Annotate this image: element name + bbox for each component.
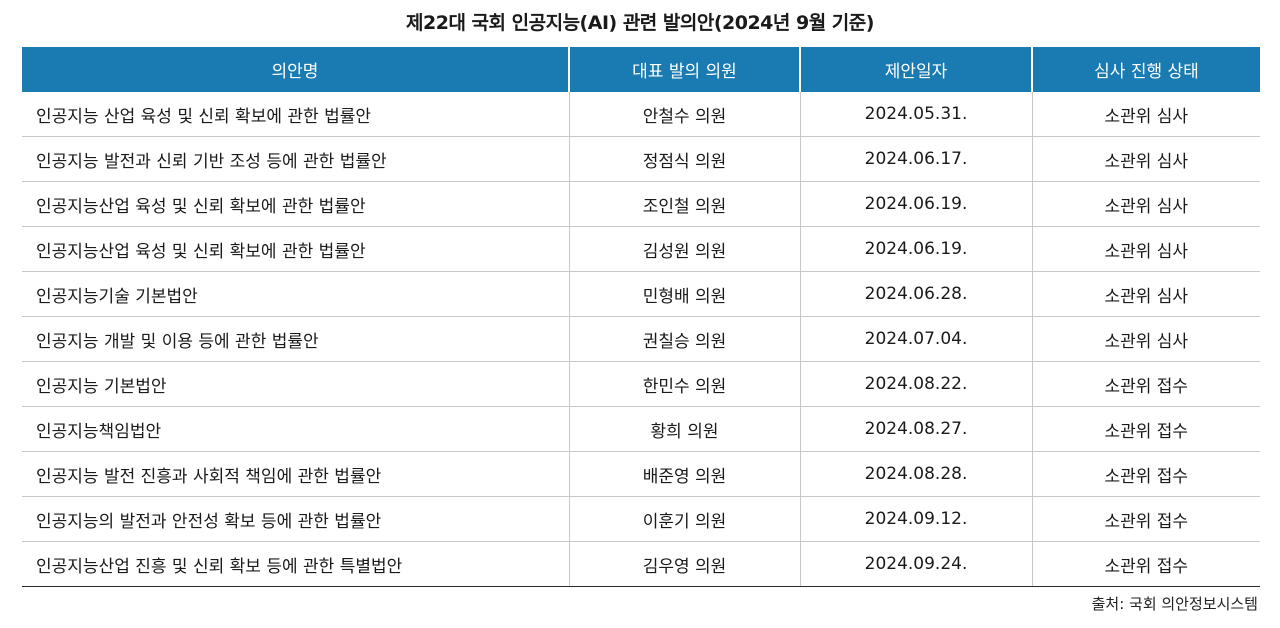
cell-review-status: 소관위 심사: [1031, 92, 1260, 137]
cell-proposal-date: 2024.08.28.: [799, 451, 1032, 497]
cell-proposal-date: 2024.09.12.: [799, 496, 1032, 542]
table-row: 인공지능의 발전과 안전성 확보 등에 관한 법률안 이훈기 의원 2024.09.…: [22, 496, 1260, 542]
cell-review-status: 소관위 심사: [1031, 226, 1260, 272]
header-bill-name: 의안명: [22, 47, 569, 92]
cell-proposal-date: 2024.06.19.: [799, 226, 1032, 272]
cell-sponsor: 민형배 의원: [568, 271, 800, 317]
cell-bill-name: 인공지능의 발전과 안전성 확보 등에 관한 법률안: [22, 496, 569, 542]
table-row: 인공지능기술 기본법안 민형배 의원 2024.06.28. 소관위 심사: [22, 271, 1260, 317]
cell-sponsor: 한민수 의원: [568, 361, 800, 407]
table-row: 인공지능책임법안 황희 의원 2024.08.27. 소관위 접수: [22, 406, 1260, 452]
table-row: 인공지능 발전 진흥과 사회적 책임에 관한 법률안 배준영 의원 2024.08.…: [22, 451, 1260, 497]
cell-proposal-date: 2024.05.31.: [799, 92, 1032, 137]
cell-review-status: 소관위 심사: [1031, 136, 1260, 182]
cell-review-status: 소관위 심사: [1031, 271, 1260, 317]
cell-proposal-date: 2024.08.27.: [799, 406, 1032, 452]
cell-bill-name: 인공지능책임법안: [22, 406, 569, 452]
cell-bill-name: 인공지능기술 기본법안: [22, 271, 569, 317]
source-note: 출처: 국회 의안정보시스템: [1091, 595, 1258, 613]
cell-proposal-date: 2024.06.28.: [799, 271, 1032, 317]
cell-sponsor: 김성원 의원: [568, 226, 800, 272]
cell-bill-name: 인공지능산업 육성 및 신뢰 확보에 관한 법률안: [22, 181, 569, 227]
cell-review-status: 소관위 접수: [1031, 406, 1260, 452]
cell-proposal-date: 2024.06.17.: [799, 136, 1032, 182]
cell-proposal-date: 2024.06.19.: [799, 181, 1032, 227]
cell-review-status: 소관위 심사: [1031, 316, 1260, 362]
cell-sponsor: 배준영 의원: [568, 451, 800, 497]
cell-proposal-date: 2024.07.04.: [799, 316, 1032, 362]
table-row: 인공지능산업 육성 및 신뢰 확보에 관한 법률안 조인철 의원 2024.06.1…: [22, 181, 1260, 227]
cell-review-status: 소관위 접수: [1031, 361, 1260, 407]
cell-sponsor: 황희 의원: [568, 406, 800, 452]
cell-review-status: 소관위 접수: [1031, 496, 1260, 542]
bills-table: 의안명 대표 발의 의원 제안일자 심사 진행 상태 인공지능 산업 육성 및 …: [22, 47, 1260, 587]
header-sponsor: 대표 발의 의원: [568, 47, 800, 92]
cell-bill-name: 인공지능 산업 육성 및 신뢰 확보에 관한 법률안: [36, 106, 371, 127]
cell-proposal-date: 2024.09.24.: [799, 541, 1032, 587]
cell-review-status: 소관위 심사: [1031, 181, 1260, 227]
cell-sponsor: 조인철 의원: [568, 181, 800, 227]
table-row: 인공지능산업 진흥 및 신뢰 확보 등에 관한 특별법안 김우영 의원 2024.0…: [22, 541, 1260, 587]
cell-sponsor: 정점식 의원: [568, 136, 800, 182]
cell-sponsor: 이훈기 의원: [568, 496, 800, 542]
cell-sponsor: 안철수 의원: [568, 92, 800, 137]
cell-sponsor: 권칠승 의원: [568, 316, 800, 362]
cell-bill-name: 인공지능산업 진흥 및 신뢰 확보 등에 관한 특별법안: [22, 541, 569, 587]
table-row: 인공지능산업 육성 및 신뢰 확보에 관한 법률안 김성원 의원 2024.06.1…: [22, 226, 1260, 272]
cell-bill-name: 인공지능산업 육성 및 신뢰 확보에 관한 법률안: [22, 226, 569, 272]
header-proposal-date: 제안일자: [799, 47, 1032, 92]
table-row: 인공지능 발전과 신뢰 기반 조성 등에 관한 법률안 정점식 의원 2024.06…: [22, 136, 1260, 182]
table-row: 인공지능 산업 육성 및 신뢰 확보에 관한 법률안 안철수 의원 2024.05.…: [22, 92, 1260, 137]
table-header-row: 의안명 대표 발의 의원 제안일자 심사 진행 상태: [22, 47, 1260, 92]
page-title: 제22대 국회 인공지능(AI) 관련 발의안(2024년 9월 기준): [406, 12, 874, 34]
cell-review-status: 소관위 접수: [1031, 451, 1260, 497]
table-row: 인공지능 기본법안 한민수 의원 2024.08.22. 소관위 접수: [22, 361, 1260, 407]
cell-bill-name: 인공지능 발전과 신뢰 기반 조성 등에 관한 법률안: [22, 136, 569, 182]
cell-review-status: 소관위 접수: [1031, 541, 1260, 587]
header-review-status: 심사 진행 상태: [1031, 47, 1260, 92]
cell-sponsor: 김우영 의원: [568, 541, 800, 587]
cell-bill-name: 인공지능 기본법안: [22, 361, 569, 407]
cell-bill-name: 인공지능 발전 진흥과 사회적 책임에 관한 법률안: [22, 451, 569, 497]
cell-bill-name: 인공지능 개발 및 이용 등에 관한 법률안: [22, 316, 569, 362]
table-row: 인공지능 개발 및 이용 등에 관한 법률안 권칠승 의원 2024.07.04. 소…: [22, 316, 1260, 362]
cell-proposal-date: 2024.08.22.: [799, 361, 1032, 407]
